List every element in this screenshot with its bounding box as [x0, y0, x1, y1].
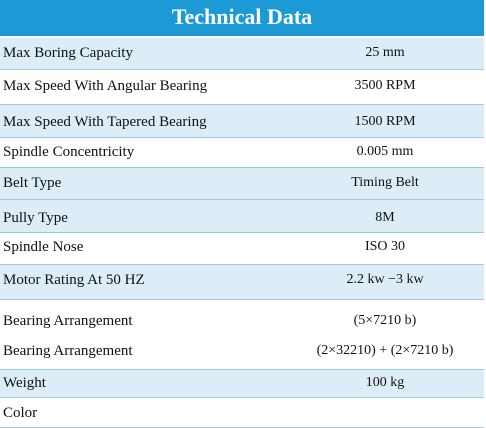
table-row: Spindle Concentricity 0.005 mm: [0, 138, 484, 168]
table-row: Spindle Nose ISO 30: [0, 233, 484, 265]
table-row: Color: [0, 398, 484, 428]
row-label: Max Speed With Tapered Bearing: [3, 114, 207, 130]
row-label: Bearing Arrangement: [3, 343, 133, 359]
row-value: 0.005 mm: [356, 144, 414, 159]
row-label: Pully Type: [3, 210, 68, 226]
row-value: (5×7210 b): [353, 313, 417, 328]
row-label: Color: [3, 405, 38, 421]
table-row: Max Boring Capacity 25 mm: [0, 38, 484, 70]
row-label: Max Speed With Angular Bearing: [3, 78, 208, 94]
table-row: Pully Type 8M: [0, 200, 484, 233]
table-row: Belt Type Timing Belt: [0, 168, 484, 200]
row-value: 8M: [375, 210, 395, 225]
row-value: ISO 30: [364, 239, 406, 254]
row-label: Spindle Nose: [3, 239, 84, 255]
row-label: Belt Type: [3, 175, 62, 191]
row-value: Timing Belt: [351, 175, 419, 190]
row-label: Weight: [3, 375, 46, 391]
table-row: Bearing Arrangement (2×32210) + (2×7210 b…: [0, 335, 484, 370]
row-label: Motor Rating At 50 HZ: [3, 272, 145, 288]
row-label: Max Boring Capacity: [3, 45, 133, 61]
row-value: 2.2 kw −3 kw: [346, 272, 424, 287]
table-row: Motor Rating At 50 HZ 2.2 kw −3 kw: [0, 265, 484, 300]
row-value: 3500 RPM: [354, 78, 416, 93]
row-label: Spindle Concentricity: [3, 144, 135, 160]
row-value: (2×32210) + (2×7210 b): [316, 343, 454, 358]
table-row: Max Speed With Angular Bearing 3500 RPM: [0, 70, 484, 105]
table-row: Bearing Arrangement (5×7210 b): [0, 300, 484, 335]
row-label: Bearing Arrangement: [3, 313, 133, 329]
row-value: 1500 RPM: [354, 114, 416, 129]
table-row: Max Speed With Tapered Bearing 1500 RPM: [0, 105, 484, 138]
table-row: Weight 100 kg: [0, 370, 484, 398]
row-value: 25 mm: [365, 45, 405, 60]
title: Technical Data: [0, 0, 484, 36]
row-value: 100 kg: [365, 375, 405, 390]
